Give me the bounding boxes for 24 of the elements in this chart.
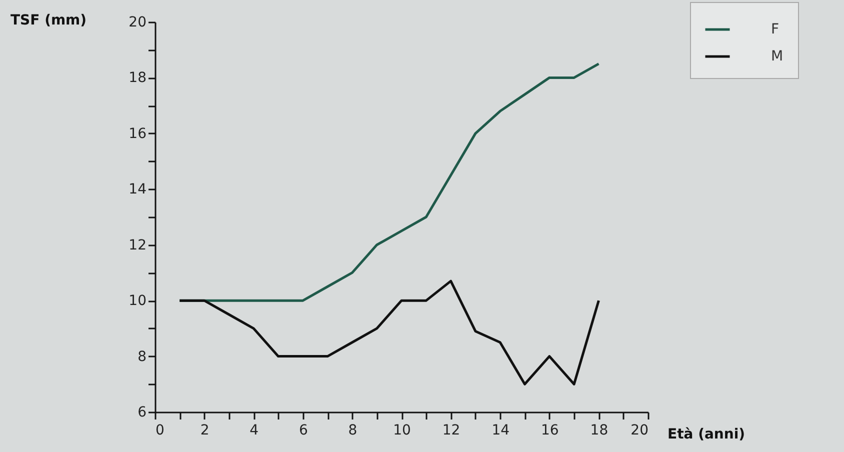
- x-tick-label: 6: [298, 422, 308, 438]
- text: M: [771, 48, 784, 64]
- y-tick-label: 10: [128, 293, 146, 310]
- x-tick-label: 0: [156, 422, 164, 438]
- x-tick-label: 12: [442, 422, 460, 438]
- y-tick-label: 8: [138, 348, 146, 365]
- y-axis-title: TSF (mm): [10, 12, 87, 28]
- x-tick-label: 18: [590, 422, 608, 438]
- y-tick-label: 14: [128, 182, 147, 198]
- y-tick-label: 18: [128, 70, 146, 86]
- y-tick-label: 12: [128, 237, 146, 254]
- y-tick-label: 6: [138, 404, 147, 420]
- x-tick-label: 8: [348, 422, 358, 438]
- x-tick-label: 10: [393, 422, 411, 438]
- y-tick-label: 16: [128, 126, 147, 142]
- x-tick-label: 14: [492, 422, 510, 438]
- x-tick-label: 2: [200, 422, 210, 438]
- x-tick-label: 16: [540, 422, 559, 438]
- y-tick-label: 20: [128, 14, 146, 30]
- text: F: [771, 22, 780, 38]
- x-tick-label: 4: [250, 422, 259, 438]
- x-tick-label: 20: [630, 422, 648, 438]
- x-axis-title: Età (anni): [668, 426, 746, 442]
- line-series: [178, 280, 600, 386]
